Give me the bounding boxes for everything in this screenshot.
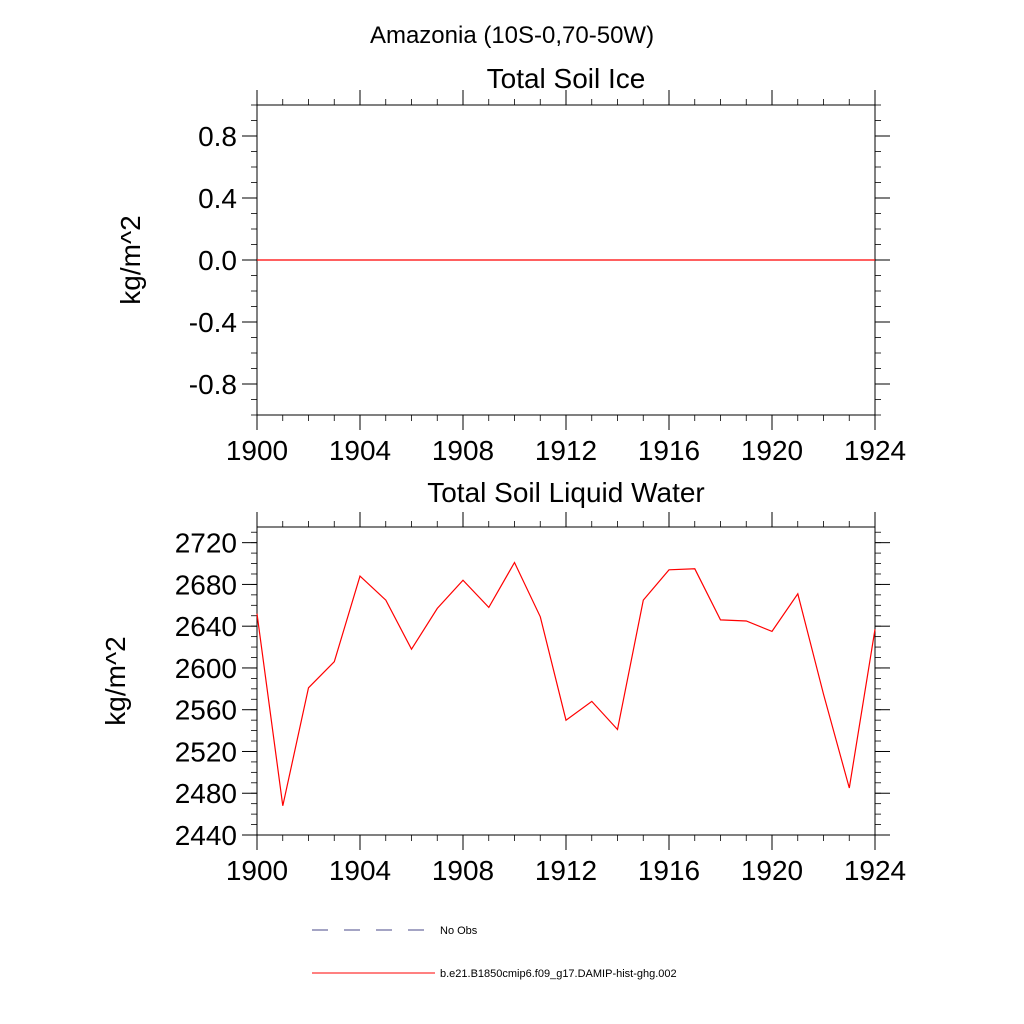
y-tick-label: 0.8 [198,121,237,152]
x-tick-label: 1900 [226,855,288,886]
y-tick-label: 2600 [175,653,237,684]
y-tick-label: -0.8 [189,369,237,400]
y-tick-label: 0.0 [198,245,237,276]
x-tick-label: 1900 [226,435,288,466]
panel-total-soil-ice: Total Soil Ice kg/m^2 1900 1904 1908 1912 1916… [115,63,906,466]
x-tick-label: 1908 [432,855,494,886]
figure-title: Amazonia (10S-0,70-50W) [370,22,654,49]
panel-total-soil-liquid-water: Total Soil Liquid Water kg/m^2 1900 1904 190… [100,477,906,886]
y-axis-label: kg/m^2 [100,636,131,725]
x-tick-label: 1916 [638,435,700,466]
y-tick-label: 2560 [175,695,237,726]
x-tick-label: 1904 [329,435,391,466]
x-tick-label: 1904 [329,855,391,886]
y-tick-label: 2520 [175,736,237,767]
y-tick-label: 2480 [175,778,237,809]
x-tick-label: 1916 [638,855,700,886]
y-tick-label: 2720 [175,528,237,559]
legend-label: No Obs [440,925,478,937]
panel-title: Total Soil Ice [487,63,646,94]
x-tick-label: 1924 [844,435,906,466]
y-tick-label: -0.4 [189,307,237,338]
x-tick-label: 1920 [741,855,803,886]
x-tick-label: 1912 [535,855,597,886]
plot-frame [256,526,876,836]
series-line [256,561,876,806]
y-tick-label: 2640 [175,611,237,642]
legend: No Obs b.e21.B1850cmip6.f09_g17.DAMIP-his… [312,925,677,980]
y-tick-label: 2440 [175,820,237,851]
panel-title: Total Soil Liquid Water [427,477,705,508]
legend-label: b.e21.B1850cmip6.f09_g17.DAMIP-hist-ghg.… [440,968,677,980]
x-tick-label: 1908 [432,435,494,466]
x-tick-label: 1924 [844,855,906,886]
x-tick-label: 1920 [741,435,803,466]
y-axis-label: kg/m^2 [115,215,146,304]
y-tick-label: 0.4 [198,183,237,214]
x-tick-label: 1912 [535,435,597,466]
y-tick-label: 2680 [175,569,237,600]
